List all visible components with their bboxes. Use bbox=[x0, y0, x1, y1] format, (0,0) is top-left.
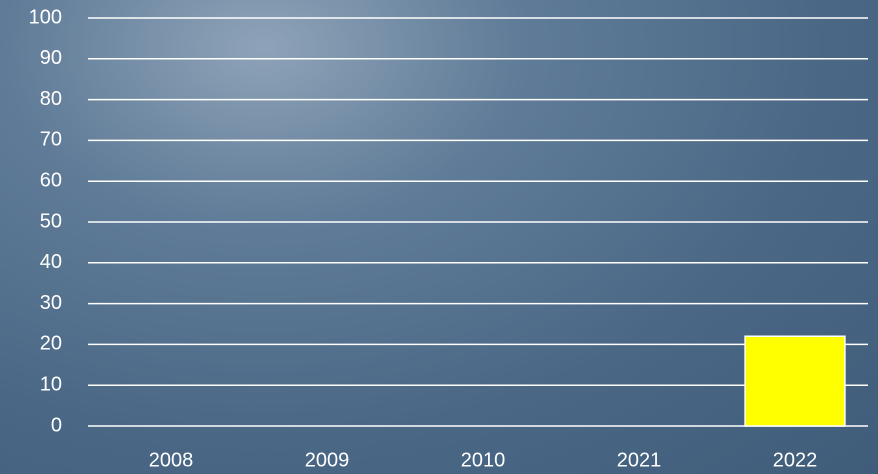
y-tick-label: 80 bbox=[40, 88, 62, 110]
y-tick-label: 50 bbox=[40, 210, 62, 232]
bar bbox=[745, 336, 845, 426]
page: {"chart_data": {"type": "bar", "categori… bbox=[0, 0, 878, 474]
x-tick-label: 2010 bbox=[461, 449, 506, 471]
y-tick-label: 30 bbox=[40, 292, 62, 314]
x-tick-label: 2008 bbox=[149, 449, 194, 471]
y-tick-label: 60 bbox=[40, 169, 62, 191]
x-tick-label: 2021 bbox=[617, 449, 662, 471]
y-tick-label: 100 bbox=[29, 6, 62, 28]
x-tick-label: 2009 bbox=[305, 449, 350, 471]
x-tick-label: 2022 bbox=[773, 449, 818, 471]
y-tick-label: 20 bbox=[40, 333, 62, 355]
y-tick-label: 40 bbox=[40, 251, 62, 273]
chart: 0 10 20 30 40 50 60 70 80 90 100 2008 2009 2010 2021 20… bbox=[0, 0, 878, 474]
y-tick-label: 10 bbox=[40, 373, 62, 395]
y-tick-label: 0 bbox=[51, 414, 62, 436]
y-tick-label: 90 bbox=[40, 47, 62, 69]
y-tick-label: 70 bbox=[40, 129, 62, 151]
